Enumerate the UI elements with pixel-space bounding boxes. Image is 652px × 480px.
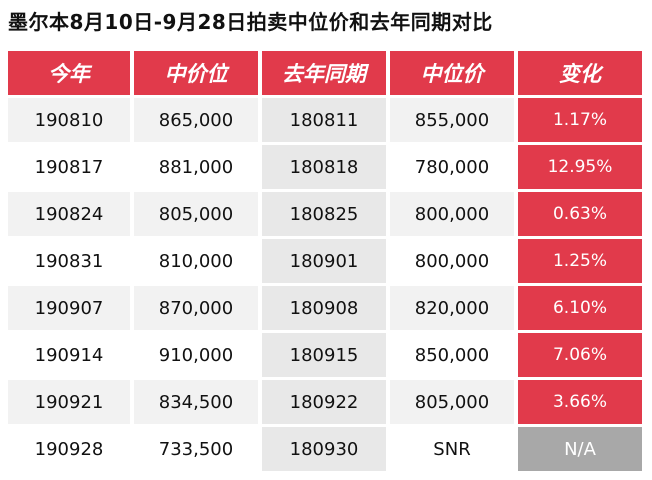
table-header-row: 今年 中价位 去年同期 中位价 变化: [8, 51, 642, 95]
cell-ly-date: 180908: [262, 286, 386, 330]
cell-change: 3.66%: [518, 380, 642, 424]
header-change: 变化: [518, 51, 642, 95]
cell-change: 0.63%: [518, 192, 642, 236]
cell-date: 190907: [8, 286, 130, 330]
cell-ly-median: SNR: [390, 427, 514, 471]
cell-median: 870,000: [134, 286, 258, 330]
cell-ly-date: 180901: [262, 239, 386, 283]
cell-median: 834,500: [134, 380, 258, 424]
cell-median: 881,000: [134, 145, 258, 189]
cell-date: 190928: [8, 427, 130, 471]
cell-ly-median: 820,000: [390, 286, 514, 330]
header-this-year: 今年: [8, 51, 130, 95]
table-row: 190831 810,000 180901 800,000 1.25%: [8, 239, 642, 283]
cell-ly-median: 855,000: [390, 98, 514, 142]
cell-ly-date: 180811: [262, 98, 386, 142]
cell-date: 190831: [8, 239, 130, 283]
page-title: 墨尔本8月10日-9月28日拍卖中位价和去年同期对比: [8, 10, 493, 34]
cell-ly-date: 180818: [262, 145, 386, 189]
cell-change: N/A: [518, 427, 642, 471]
cell-change: 6.10%: [518, 286, 642, 330]
cell-change: 7.06%: [518, 333, 642, 377]
cell-ly-median: 850,000: [390, 333, 514, 377]
table-row: 190817 881,000 180818 780,000 12.95%: [8, 145, 642, 189]
table-row: 190914 910,000 180915 850,000 7.06%: [8, 333, 642, 377]
table-row: 190928 733,500 180930 SNR N/A: [8, 427, 642, 471]
table-row: 190907 870,000 180908 820,000 6.10%: [8, 286, 642, 330]
header-median: 中价位: [134, 51, 258, 95]
cell-ly-median: 800,000: [390, 239, 514, 283]
cell-change: 1.25%: [518, 239, 642, 283]
cell-median: 865,000: [134, 98, 258, 142]
cell-date: 190914: [8, 333, 130, 377]
cell-median: 910,000: [134, 333, 258, 377]
cell-ly-date: 180915: [262, 333, 386, 377]
cell-date: 190824: [8, 192, 130, 236]
table-row: 190921 834,500 180922 805,000 3.66%: [8, 380, 642, 424]
cell-ly-date: 180825: [262, 192, 386, 236]
cell-date: 190921: [8, 380, 130, 424]
table-row: 190810 865,000 180811 855,000 1.17%: [8, 98, 642, 142]
cell-change: 12.95%: [518, 145, 642, 189]
cell-median: 733,500: [134, 427, 258, 471]
cell-ly-date: 180930: [262, 427, 386, 471]
cell-median: 805,000: [134, 192, 258, 236]
cell-ly-date: 180922: [262, 380, 386, 424]
cell-change: 1.17%: [518, 98, 642, 142]
cell-date: 190817: [8, 145, 130, 189]
cell-median: 810,000: [134, 239, 258, 283]
cell-ly-median: 805,000: [390, 380, 514, 424]
cell-date: 190810: [8, 98, 130, 142]
header-last-year-median: 中位价: [390, 51, 514, 95]
auction-comparison-table: 今年 中价位 去年同期 中位价 变化 190810 865,000 180811…: [4, 48, 646, 474]
header-last-year-period: 去年同期: [262, 51, 386, 95]
table-row: 190824 805,000 180825 800,000 0.63%: [8, 192, 642, 236]
cell-ly-median: 780,000: [390, 145, 514, 189]
cell-ly-median: 800,000: [390, 192, 514, 236]
